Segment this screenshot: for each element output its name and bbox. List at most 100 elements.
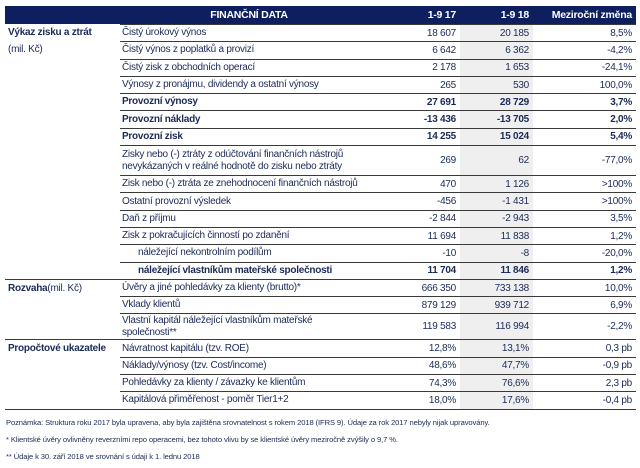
value-1-9-18: 47,7% bbox=[460, 356, 533, 375]
section-label-cell bbox=[5, 145, 120, 175]
value-1-9-18: 28 729 bbox=[460, 93, 533, 111]
table-row: Vlastní kapitál náležející vlastníkům ma… bbox=[5, 313, 636, 340]
section-label-cell bbox=[5, 262, 120, 279]
section-label-cell: Výkaz zisku a ztrát bbox=[5, 24, 120, 41]
table-row: Zisk z pokračujících činností po zdanění… bbox=[5, 226, 636, 245]
value-1-9-17: 48,6% bbox=[403, 356, 460, 374]
value-1-9-18: 11 846 bbox=[460, 261, 533, 279]
table-row: Provozní výnosy 27 691 28 729 3,7% bbox=[5, 93, 636, 111]
row-label: Zisk nebo (-) ztráta ze znehodnocení fin… bbox=[120, 175, 403, 192]
table-row: Daň z příjmu -2 844 -2 943 3,5% bbox=[5, 209, 636, 227]
table-row: Vklady klientů 879 129 939 712 6,9% bbox=[5, 296, 636, 314]
value-1-9-18: 1 653 bbox=[460, 58, 533, 76]
section-label-cell bbox=[5, 59, 120, 76]
table-row: Zisk nebo (-) ztráta ze znehodnocení fin… bbox=[5, 175, 636, 193]
value-1-9-18: 15 024 bbox=[460, 127, 533, 146]
section-label: Výkaz zisku a ztrát bbox=[8, 27, 92, 38]
row-label: Výnosy z pronájmu, dividendy a ostatní v… bbox=[120, 75, 403, 93]
table-row: (mil. Kč) Čistý výnos z poplatků a proviz… bbox=[5, 41, 636, 59]
row-label: Provozní výnosy bbox=[120, 93, 403, 110]
section-sublabel: (mil. Kč) bbox=[8, 44, 43, 56]
value-1-9-18: 116 994 bbox=[460, 313, 533, 340]
value-1-9-18: 733 138 bbox=[460, 278, 533, 297]
footnote: * Klientské úvěry ovlivněny reverzními r… bbox=[6, 435, 398, 444]
section-label: Rozvaha bbox=[8, 282, 48, 294]
table-row: Provozní náklady -13 436 -13 705 2,0% bbox=[5, 110, 636, 128]
section-label-cell bbox=[5, 110, 120, 127]
value-1-9-17: 265 bbox=[403, 75, 460, 93]
column-header-1-9-18: 1-9 18 bbox=[500, 9, 530, 21]
row-label: Pohledávky za klienty / závazky ke klien… bbox=[120, 374, 403, 391]
value-yoy-change: 6,9% bbox=[533, 296, 636, 313]
section-label-cell: Rozvaha (mil. Kč) bbox=[5, 278, 120, 296]
value-yoy-change: 0,3 pb bbox=[533, 339, 636, 356]
value-1-9-17: 18,0% bbox=[403, 391, 460, 408]
value-1-9-17: 2 178 bbox=[403, 58, 460, 76]
table-header: FINANČNÍ DATA 1-9 17 1-9 18 Meziroční zm… bbox=[5, 6, 636, 24]
value-1-9-17: 74,3% bbox=[403, 374, 460, 391]
value-1-9-17: 6 642 bbox=[403, 41, 460, 58]
value-1-9-18: 20 185 bbox=[460, 24, 533, 42]
table-row: Rozvaha (mil. Kč) Úvěry a jiné pohledávky… bbox=[5, 278, 636, 297]
value-yoy-change: 3,7% bbox=[533, 93, 636, 110]
section-label-cell bbox=[5, 313, 120, 339]
value-1-9-17: -13 436 bbox=[403, 110, 460, 127]
row-label: Zisk z pokračujících činností po zdanění bbox=[120, 226, 403, 244]
value-1-9-17: 269 bbox=[403, 145, 460, 175]
row-label: náležející vlastníkům mateřské společnos… bbox=[120, 261, 403, 279]
section-label-cell bbox=[5, 76, 120, 93]
table-row: Zisky nebo (-) ztráty z odúčtování finan… bbox=[5, 145, 636, 176]
value-1-9-17: 27 691 bbox=[403, 93, 460, 110]
value-1-9-18: -8 bbox=[460, 244, 533, 262]
column-header-1-9-17: 1-9 17 bbox=[427, 9, 457, 21]
section-label-cell bbox=[5, 391, 120, 408]
value-yoy-change: 1,2% bbox=[533, 261, 636, 279]
row-label: Ostatní provozní výsledek bbox=[120, 192, 403, 209]
section-label-cell: (mil. Kč) bbox=[5, 41, 120, 58]
table-row: Provozní zisk 14 255 15 024 5,4% bbox=[5, 127, 636, 146]
table-bottom-border bbox=[5, 408, 636, 410]
value-yoy-change: 3,5% bbox=[533, 209, 636, 227]
value-yoy-change: 2,3 pb bbox=[533, 374, 636, 391]
value-1-9-18: 1 126 bbox=[460, 175, 533, 193]
row-label: Daň z příjmu bbox=[120, 209, 403, 227]
section-label-cell: Propočtové ukazatele bbox=[5, 339, 120, 356]
footnotes: Poznámka: Struktura roku 2017 byla uprav… bbox=[6, 417, 490, 468]
table-row: náležející nekontrolním podílům -10 -8 -20,… bbox=[5, 244, 636, 262]
row-label: Provozní náklady bbox=[120, 110, 403, 127]
section-label-unit: (mil. Kč) bbox=[47, 282, 82, 294]
row-label: Čistý zisk z obchodních operací bbox=[120, 58, 403, 76]
value-1-9-17: -2 844 bbox=[403, 209, 460, 227]
value-1-9-18: 62 bbox=[460, 145, 533, 176]
row-label: náležející nekontrolním podílům bbox=[120, 244, 403, 261]
section-label-cell bbox=[5, 374, 120, 391]
value-1-9-17: 14 255 bbox=[403, 127, 460, 145]
value-yoy-change: -0,4 pb bbox=[533, 391, 636, 408]
value-1-9-18: 6 362 bbox=[460, 41, 533, 59]
value-1-9-18: 11 838 bbox=[460, 226, 533, 245]
value-1-9-17: 11 704 bbox=[403, 261, 460, 279]
section-label-cell bbox=[5, 128, 120, 145]
value-yoy-change: -4,2% bbox=[533, 41, 636, 58]
value-yoy-change: 5,4% bbox=[533, 127, 636, 145]
value-yoy-change: >100% bbox=[533, 192, 636, 209]
table-row: Náklady/výnosy (tzv. Cost/income) 48,6% 47… bbox=[5, 356, 636, 375]
value-1-9-17: -10 bbox=[403, 244, 460, 261]
value-yoy-change: -20,0% bbox=[533, 244, 636, 261]
value-yoy-change: -24,1% bbox=[533, 58, 636, 76]
footnote: Poznámka: Struktura roku 2017 byla uprav… bbox=[6, 418, 490, 427]
value-1-9-17: 18 607 bbox=[403, 24, 460, 41]
row-label: Kapitálová přiměřenost - poměr Tier1+2 bbox=[120, 391, 403, 408]
value-yoy-change: 100,0% bbox=[533, 75, 636, 93]
value-yoy-change: 2,0% bbox=[533, 110, 636, 127]
row-label: Návratnost kapitálu (tzv. ROE) bbox=[120, 339, 403, 356]
footnote: ** Údaje k 30. září 2018 ve srovnání s ú… bbox=[6, 452, 200, 461]
section-label-cell bbox=[5, 227, 120, 244]
value-1-9-18: 13,1% bbox=[460, 339, 533, 357]
section-label-cell bbox=[5, 192, 120, 209]
row-label: Čistý úrokový výnos bbox=[120, 24, 403, 41]
value-1-9-17: 12,8% bbox=[403, 339, 460, 356]
value-1-9-17: 470 bbox=[403, 175, 460, 192]
section-label-cell bbox=[5, 175, 120, 192]
table-row: Propočtové ukazatele Návratnost kapitálu … bbox=[5, 339, 636, 357]
